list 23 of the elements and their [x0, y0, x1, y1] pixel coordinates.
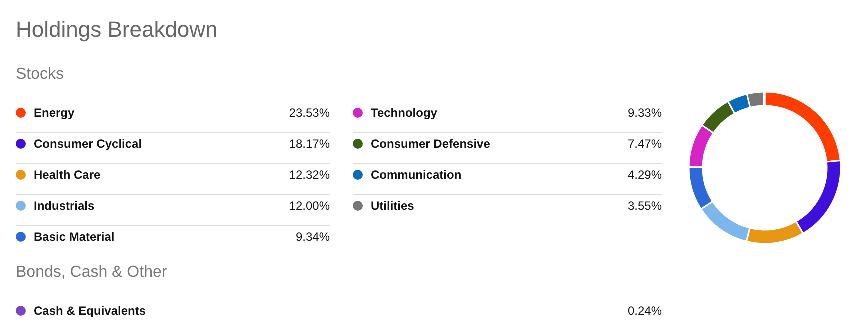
text: Bonds, Cash & Other	[16, 264, 168, 281]
data-label: 0.24%	[628, 304, 662, 318]
data-label: 7.47%	[628, 137, 662, 151]
data-label: 12.32%	[289, 168, 330, 182]
legend-label: Energy	[34, 106, 76, 120]
data-label: 4.29%	[628, 168, 662, 182]
legend-label: Consumer Defensive	[371, 137, 491, 151]
legend-label: Cash & Equivalents	[34, 304, 146, 318]
legend-label: Health Care	[34, 168, 102, 182]
legend-label: Basic Material	[34, 230, 115, 244]
data-label: 12.00%	[289, 199, 330, 213]
legend-label: Utilities	[371, 199, 415, 213]
legend-label: Technology	[371, 106, 438, 120]
legend-label: Consumer Cyclical	[34, 137, 142, 151]
data-label: 3.55%	[628, 199, 662, 213]
data-label: 23.53%	[289, 106, 330, 120]
data-label: 18.17%	[289, 137, 330, 151]
data-label: 9.34%	[296, 230, 330, 244]
legend-label: Communication	[371, 168, 462, 182]
chart-title: Holdings Breakdown	[16, 17, 218, 42]
chart-subtitle: Stocks	[16, 66, 64, 83]
legend-label: Industrials	[34, 199, 96, 213]
data-label: 9.33%	[628, 106, 662, 120]
